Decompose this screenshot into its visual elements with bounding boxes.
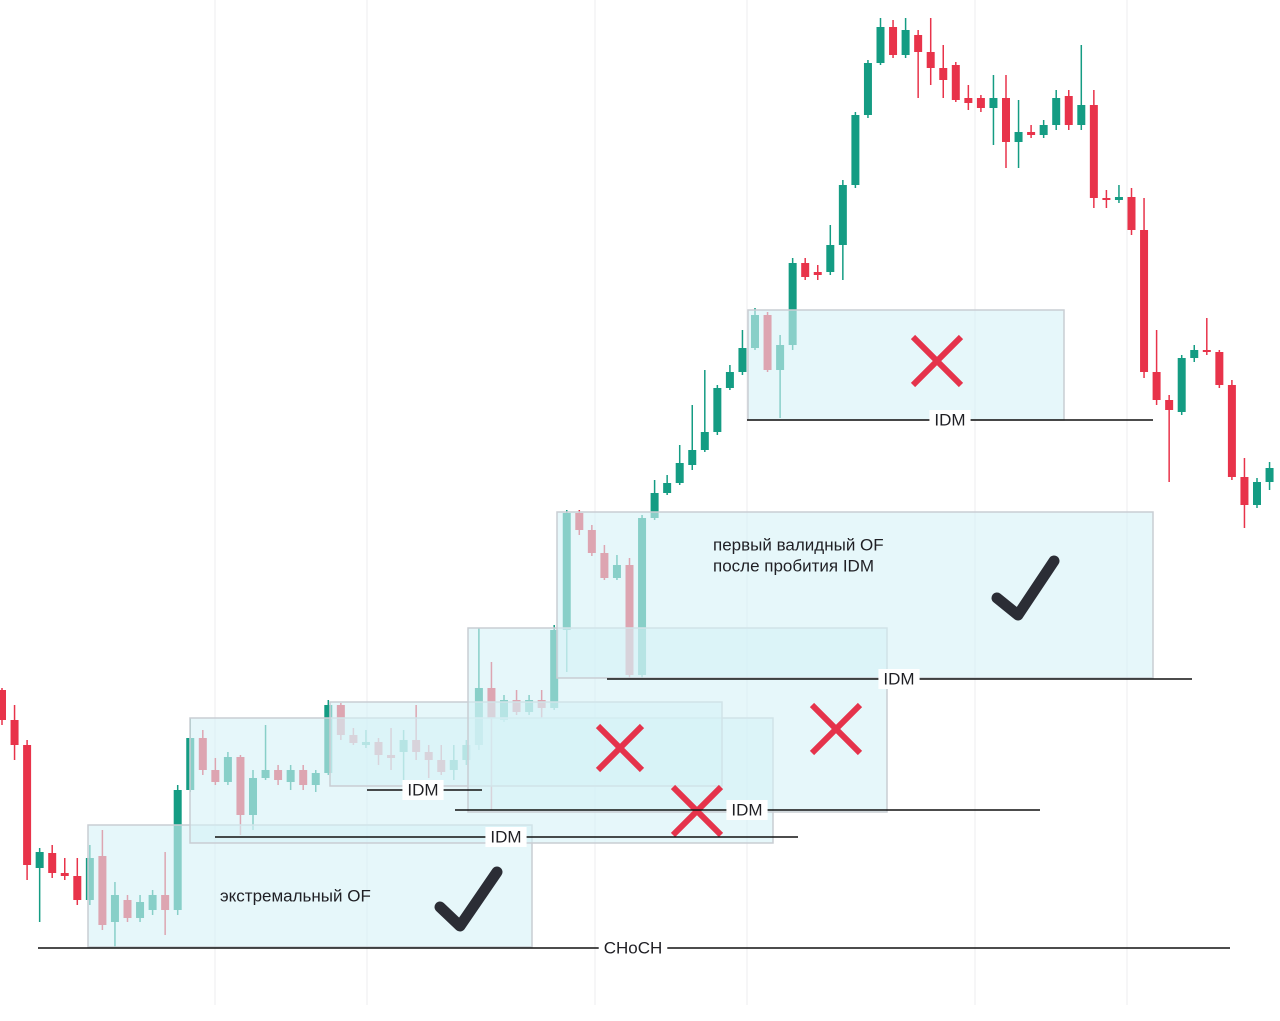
candle-body xyxy=(688,450,697,465)
candle-body xyxy=(826,245,835,272)
candle-body xyxy=(813,272,822,275)
check-mark xyxy=(434,866,503,932)
candle-body xyxy=(675,463,684,483)
cross-mark xyxy=(809,702,863,756)
candle-body xyxy=(23,745,32,865)
cross-mark xyxy=(595,723,645,773)
cross-mark xyxy=(670,784,724,838)
order-flow-zone xyxy=(556,511,1154,679)
candle-body xyxy=(1165,400,1174,410)
candle-body xyxy=(914,35,923,52)
candle-body xyxy=(1039,125,1048,135)
level-label: IDM xyxy=(490,827,521,846)
candle-body xyxy=(1253,482,1261,505)
candle-body xyxy=(838,185,847,245)
candle-body xyxy=(48,853,57,873)
candle-body xyxy=(926,52,935,68)
order-flow-zone xyxy=(747,309,1065,421)
label-background xyxy=(402,780,444,800)
candle-body xyxy=(863,63,872,115)
candle-body xyxy=(1064,96,1073,125)
candle-body xyxy=(901,30,910,55)
candle-body xyxy=(1102,198,1111,200)
candle-body xyxy=(1027,132,1036,135)
cross-mark xyxy=(910,334,964,388)
candle-body xyxy=(1265,468,1274,482)
candle-body xyxy=(1190,350,1199,358)
label-background xyxy=(878,669,920,689)
zones xyxy=(87,309,1154,948)
candle-body xyxy=(1114,197,1123,200)
candle-body xyxy=(1077,105,1086,125)
candle-body xyxy=(650,493,659,518)
label-background xyxy=(726,800,768,820)
candle-body xyxy=(73,876,82,900)
candle-body xyxy=(851,115,860,185)
candle-body xyxy=(1227,385,1236,477)
candle-body xyxy=(60,873,69,876)
candle-body xyxy=(713,388,722,432)
candle-body xyxy=(663,483,672,493)
candle-body xyxy=(889,27,898,55)
marks xyxy=(434,334,1060,932)
candle-body xyxy=(1089,105,1098,198)
level-label: IDM xyxy=(407,780,438,799)
candle-body xyxy=(10,720,19,745)
candle-body xyxy=(1202,350,1211,352)
candle-body xyxy=(35,852,44,868)
candle-body xyxy=(1215,352,1224,385)
level-label: CHoCH xyxy=(604,938,663,957)
level-label: IDM xyxy=(731,800,762,819)
levels: CHoCH IDM IDM IDM IDM IDM xyxy=(38,410,1230,958)
annotation: первый валидный OF xyxy=(713,535,884,554)
candle-body xyxy=(1140,230,1149,372)
candle-body xyxy=(1240,477,1249,505)
label-background xyxy=(598,938,668,958)
candle-body xyxy=(951,65,960,100)
annotation: экстремальный OF xyxy=(220,886,371,905)
candle-body xyxy=(1014,132,1023,142)
candle-body xyxy=(876,27,885,63)
candle-body xyxy=(725,372,734,388)
annotation: после пробития IDM xyxy=(713,556,874,575)
candle-body xyxy=(964,98,973,103)
candle-body xyxy=(1002,98,1010,142)
candle-body xyxy=(700,432,709,450)
label-background xyxy=(485,827,527,847)
candle-body xyxy=(1152,372,1161,400)
candle-body xyxy=(738,348,747,372)
candle-body xyxy=(1052,98,1061,125)
level-label: IDM xyxy=(934,410,965,429)
label-background xyxy=(929,410,971,430)
candle-body xyxy=(939,68,948,80)
candle-body xyxy=(788,263,797,345)
candle-body xyxy=(976,98,985,108)
check-mark xyxy=(991,555,1060,621)
candle-body xyxy=(1177,358,1186,412)
candle-body xyxy=(0,690,6,720)
candle-body xyxy=(801,263,810,277)
candle-body xyxy=(989,98,998,108)
level-label: IDM xyxy=(883,669,914,688)
candle-body xyxy=(1127,197,1136,230)
